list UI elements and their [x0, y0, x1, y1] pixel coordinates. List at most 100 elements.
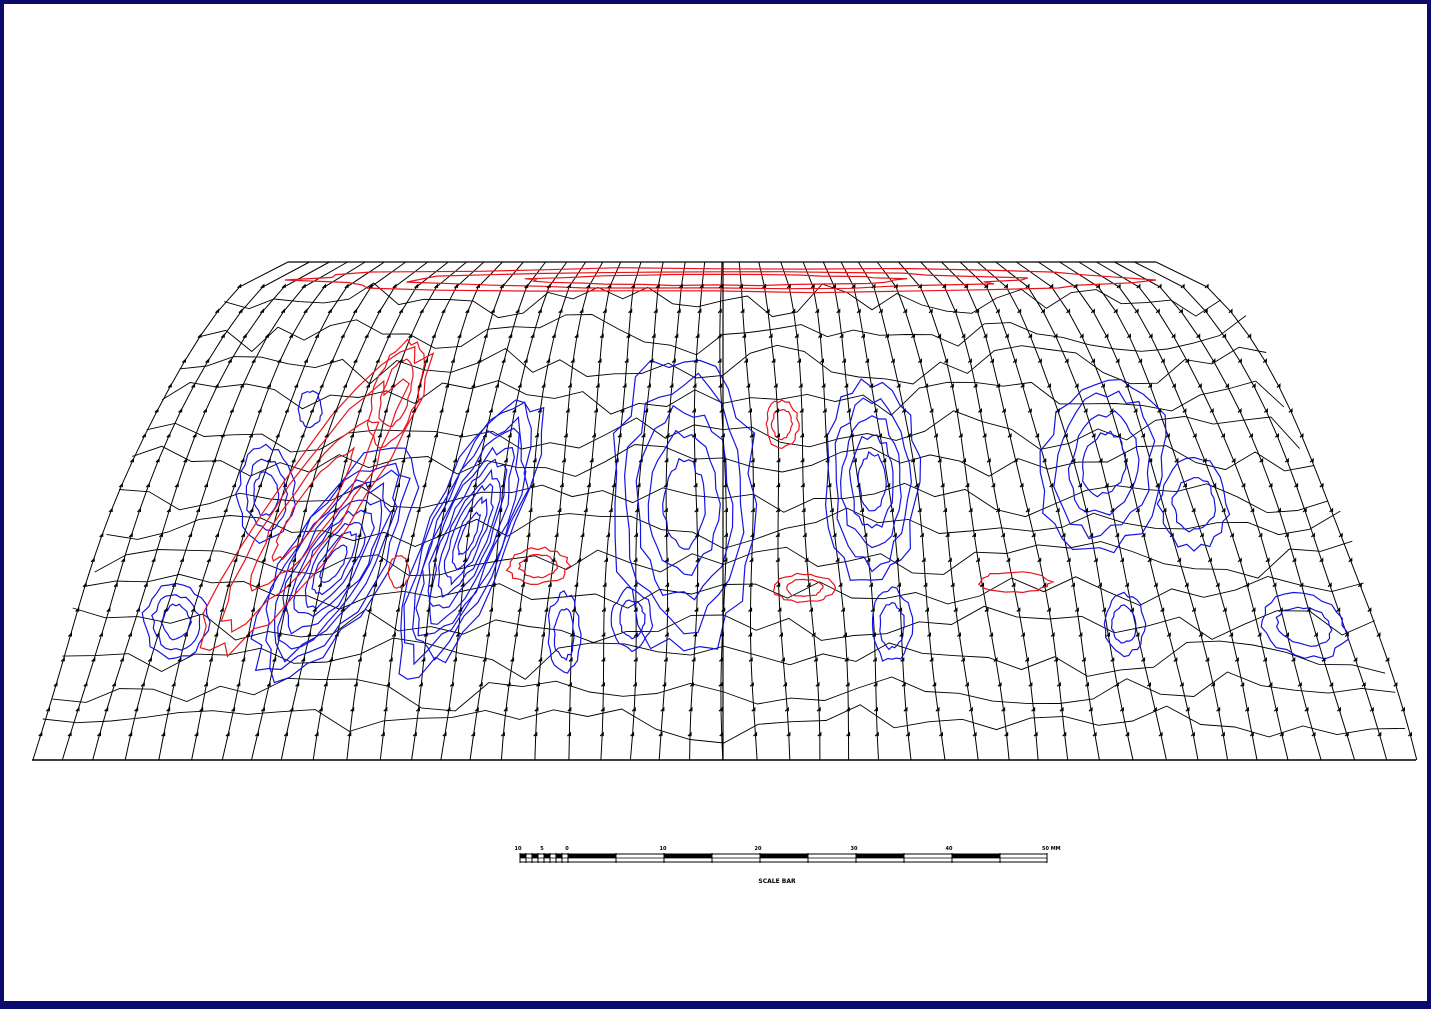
- node-marker: [694, 607, 699, 613]
- node-marker: [597, 358, 602, 364]
- node-marker: [166, 432, 171, 438]
- node-marker: [538, 656, 543, 662]
- node-marker: [372, 457, 377, 463]
- mesh-line: [411, 261, 524, 761]
- node-marker: [903, 308, 908, 314]
- node-marker: [1081, 656, 1086, 662]
- node-marker: [1148, 333, 1153, 339]
- node-marker: [1066, 557, 1071, 563]
- node-marker: [452, 457, 457, 463]
- node-marker: [1078, 632, 1083, 637]
- node-marker: [1348, 557, 1353, 563]
- node-marker: [158, 532, 163, 538]
- node-marker: [428, 457, 433, 463]
- node-marker: [140, 681, 145, 687]
- node-marker: [777, 607, 782, 613]
- negative-contour: [1260, 591, 1349, 660]
- node-marker: [1017, 308, 1022, 314]
- node-marker: [874, 731, 879, 737]
- node-marker: [633, 656, 638, 662]
- node-marker: [357, 532, 362, 538]
- mesh-line: [158, 261, 366, 761]
- node-marker: [663, 656, 668, 662]
- node-marker: [1007, 432, 1012, 438]
- contour-line: [72, 605, 1375, 644]
- scale-tick-label: 0: [565, 846, 569, 852]
- node-marker: [646, 383, 651, 388]
- node-marker: [136, 507, 141, 513]
- node-marker: [589, 457, 594, 463]
- node-marker: [926, 632, 931, 637]
- node-marker: [188, 532, 193, 538]
- node-marker: [1055, 507, 1060, 513]
- node-marker: [314, 333, 319, 339]
- node-marker: [1074, 383, 1079, 388]
- node-marker: [203, 681, 208, 687]
- node-marker: [1113, 308, 1118, 314]
- node-marker: [935, 706, 940, 712]
- scale-bar-fill: [856, 854, 904, 858]
- node-marker: [953, 607, 958, 613]
- mesh-line: [977, 261, 1134, 761]
- node-marker: [748, 632, 753, 637]
- node-marker: [723, 507, 728, 513]
- node-marker: [937, 457, 942, 463]
- node-marker: [1234, 656, 1239, 662]
- node-marker: [580, 532, 585, 538]
- node-marker: [67, 731, 72, 737]
- node-marker: [968, 507, 973, 513]
- node-marker: [208, 656, 213, 662]
- node-marker: [1169, 532, 1174, 538]
- node-marker: [796, 358, 801, 364]
- node-marker: [1110, 507, 1115, 513]
- node-marker: [723, 532, 728, 538]
- node-marker: [266, 457, 271, 463]
- node-marker: [717, 308, 722, 314]
- node-marker: [782, 681, 787, 687]
- node-marker: [287, 582, 292, 588]
- node-marker: [1097, 582, 1102, 588]
- node-marker: [921, 557, 926, 563]
- node-marker: [254, 731, 259, 737]
- node-marker: [896, 582, 901, 588]
- node-marker: [961, 457, 966, 463]
- node-marker: [1171, 383, 1176, 388]
- black-contours: [42, 282, 1406, 744]
- node-marker: [996, 383, 1001, 388]
- node-marker: [494, 383, 499, 388]
- node-marker: [1146, 681, 1151, 687]
- scale-tick-label: 50 MM: [1042, 846, 1061, 852]
- node-marker: [995, 308, 1000, 314]
- node-marker: [602, 582, 607, 588]
- positive-contour: [284, 267, 1157, 294]
- node-marker: [823, 432, 828, 438]
- node-marker: [810, 283, 815, 289]
- node-marker: [206, 557, 211, 563]
- node-marker: [717, 358, 722, 364]
- node-marker: [806, 582, 811, 588]
- scale-tick-label: 10: [660, 846, 667, 852]
- node-marker: [495, 532, 500, 538]
- node-marker: [1199, 532, 1204, 538]
- node-marker: [416, 507, 421, 513]
- node-marker: [798, 383, 803, 388]
- node-marker: [1361, 681, 1366, 687]
- mesh-line: [959, 261, 1100, 761]
- node-marker: [750, 507, 755, 513]
- node-marker: [1306, 607, 1311, 613]
- node-marker: [294, 383, 299, 388]
- node-marker: [1004, 333, 1009, 339]
- node-marker: [1101, 607, 1106, 613]
- positive-contour: [770, 408, 794, 441]
- node-marker: [954, 407, 959, 413]
- node-marker: [765, 308, 770, 314]
- node-marker: [297, 532, 302, 538]
- node-marker: [99, 532, 104, 538]
- node-marker: [391, 632, 396, 637]
- node-marker: [786, 731, 791, 737]
- node-marker: [517, 607, 522, 613]
- node-marker: [1090, 308, 1095, 314]
- node-marker: [319, 383, 324, 388]
- node-marker: [692, 457, 697, 463]
- node-marker: [1250, 507, 1255, 513]
